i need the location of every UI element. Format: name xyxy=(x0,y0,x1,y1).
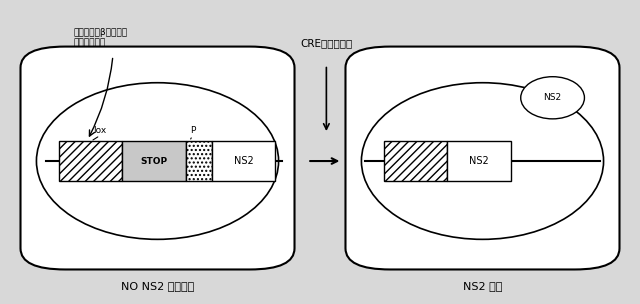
Text: STOP: STOP xyxy=(141,157,168,166)
Text: NO NS2 発現なし: NO NS2 発現なし xyxy=(121,281,194,291)
Text: ニワトリーβアクチン
プロモーター: ニワトリーβアクチン プロモーター xyxy=(73,28,127,47)
Ellipse shape xyxy=(36,83,278,239)
FancyBboxPatch shape xyxy=(59,141,122,181)
Text: NS2 発現: NS2 発現 xyxy=(463,281,502,291)
Text: NS2: NS2 xyxy=(234,156,253,166)
FancyBboxPatch shape xyxy=(212,141,275,181)
Text: CRE組換え酵素: CRE組換え酵素 xyxy=(300,39,353,49)
Text: lox: lox xyxy=(93,126,107,136)
Text: NS2: NS2 xyxy=(543,93,562,102)
Ellipse shape xyxy=(521,77,584,119)
Text: P: P xyxy=(190,126,195,136)
FancyBboxPatch shape xyxy=(447,141,511,181)
FancyBboxPatch shape xyxy=(346,47,620,269)
FancyBboxPatch shape xyxy=(186,141,212,181)
Ellipse shape xyxy=(362,83,604,239)
FancyBboxPatch shape xyxy=(122,141,186,181)
FancyBboxPatch shape xyxy=(384,141,447,181)
FancyBboxPatch shape xyxy=(20,47,294,269)
Text: NS2: NS2 xyxy=(469,156,489,166)
